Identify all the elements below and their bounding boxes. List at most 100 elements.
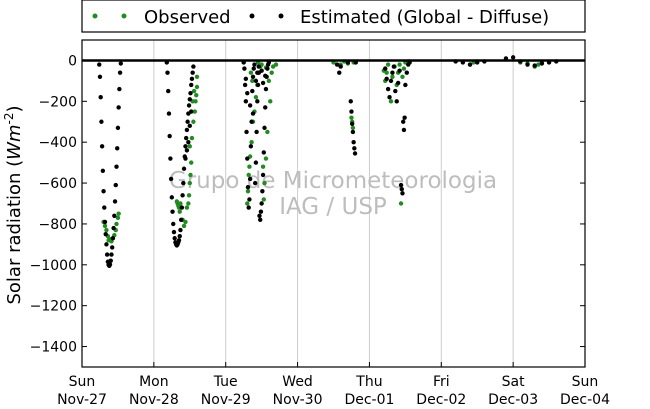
estimated-point (510, 55, 516, 60)
observed-point (181, 223, 187, 229)
estimated-point (337, 70, 342, 75)
estimated-point (99, 144, 105, 149)
observed-point (183, 219, 188, 225)
legend-box (81, 0, 586, 33)
estimated-point (401, 127, 407, 133)
estimated-point (243, 99, 249, 104)
plot-frame (81, 39, 586, 368)
estimated-point (350, 129, 356, 135)
observed-point (247, 164, 252, 169)
estimated-point (242, 66, 247, 71)
estimated-point (403, 82, 408, 88)
y-axis-label-unit: Wm (4, 124, 25, 159)
estimated-point (180, 193, 185, 198)
observed-point (250, 78, 255, 84)
estimated-point (253, 78, 259, 84)
y-tick-label: −600 (39, 176, 77, 192)
estimated-point (171, 229, 177, 235)
x-tick-label-day: Mon (139, 374, 169, 390)
estimated-point (176, 238, 182, 243)
estimated-point (166, 111, 172, 116)
observed-point (191, 88, 197, 94)
observed-point (102, 223, 108, 229)
estimated-point (189, 76, 195, 82)
estimated-point (165, 70, 170, 75)
legend-estimated-marker (249, 13, 255, 19)
legend: Observed Estimated (Global - Diffuse) (81, 0, 586, 33)
observed-point (245, 201, 250, 206)
observed-point (269, 70, 274, 75)
estimated-point (104, 242, 109, 247)
x-tick-label-date: Dec-02 (416, 392, 466, 408)
x-tick-label-day: Wed (282, 374, 313, 390)
observed-point (104, 227, 109, 233)
legend-observed-marker (121, 13, 127, 19)
estimated-point (181, 180, 186, 186)
x-tick-label-day: Thu (355, 374, 382, 390)
observed-point (187, 180, 192, 186)
estimated-point (110, 236, 116, 241)
estimated-point (97, 62, 102, 67)
y-tick-label: −1400 (30, 340, 77, 356)
estimated-point (394, 99, 399, 104)
observed-point (191, 119, 196, 124)
estimated-point (263, 73, 268, 78)
estimated-point (539, 61, 545, 66)
estimated-point (190, 70, 195, 75)
estimated-point (261, 150, 266, 155)
observed-point (273, 62, 279, 67)
estimated-point (243, 76, 249, 82)
y-axis-label-exp: -2 (2, 113, 16, 125)
observed-point (253, 95, 259, 100)
estimated-point (387, 95, 392, 100)
estimated-point (112, 213, 117, 218)
x-tick-label-date: Nov-27 (57, 392, 107, 408)
estimated-point (385, 86, 391, 92)
y-tick-label: −400 (39, 135, 77, 151)
estimated-point (99, 119, 104, 124)
estimated-point (247, 176, 253, 182)
estimated-point (172, 236, 177, 241)
estimated-point (255, 70, 260, 75)
y-tick-label: −800 (39, 217, 77, 233)
estimated-point (97, 74, 103, 79)
observed-point (189, 135, 195, 141)
estimated-point (248, 144, 254, 149)
y-tick-label: 0 (68, 53, 77, 69)
x-tick-label-day: Sat (502, 374, 525, 390)
observed-point (262, 180, 267, 186)
estimated-point (467, 62, 473, 67)
estimated-point (259, 201, 264, 206)
observed-point (349, 115, 354, 120)
estimated-point (260, 172, 266, 178)
legend-observed-label: Observed (144, 7, 231, 28)
estimated-point (397, 68, 402, 73)
x-tick-label-day: Fri (433, 374, 450, 390)
observed-point (268, 99, 273, 104)
observed-point (536, 62, 541, 67)
estimated-point (247, 103, 253, 108)
observed-point (116, 211, 121, 216)
legend-estimated-marker (278, 13, 284, 19)
estimated-point (170, 209, 175, 214)
estimated-point (189, 109, 194, 114)
estimated-point (111, 225, 116, 231)
x-tick-label-day: Sun (69, 374, 96, 390)
y-axis: 0 −200 −400 −600 −800 −1000 −1200 −1400 (30, 53, 585, 356)
legend-observed-marker (92, 13, 98, 19)
estimated-point (260, 80, 266, 86)
observed-point (186, 193, 192, 198)
estimated-point (395, 80, 401, 86)
estimated-point (348, 99, 353, 104)
estimated-point (259, 68, 264, 73)
estimated-point (399, 186, 404, 192)
estimated-point (116, 105, 121, 110)
estimated-point (263, 105, 268, 110)
y-tick-label: −1000 (30, 258, 77, 274)
estimated-point (245, 184, 251, 190)
y-axis-label-close: ) (4, 105, 25, 112)
estimated-point (177, 234, 182, 239)
x-tick-label-date: Dec-01 (344, 392, 394, 408)
estimated-point (251, 66, 256, 71)
y-tick-label: −200 (39, 94, 77, 110)
